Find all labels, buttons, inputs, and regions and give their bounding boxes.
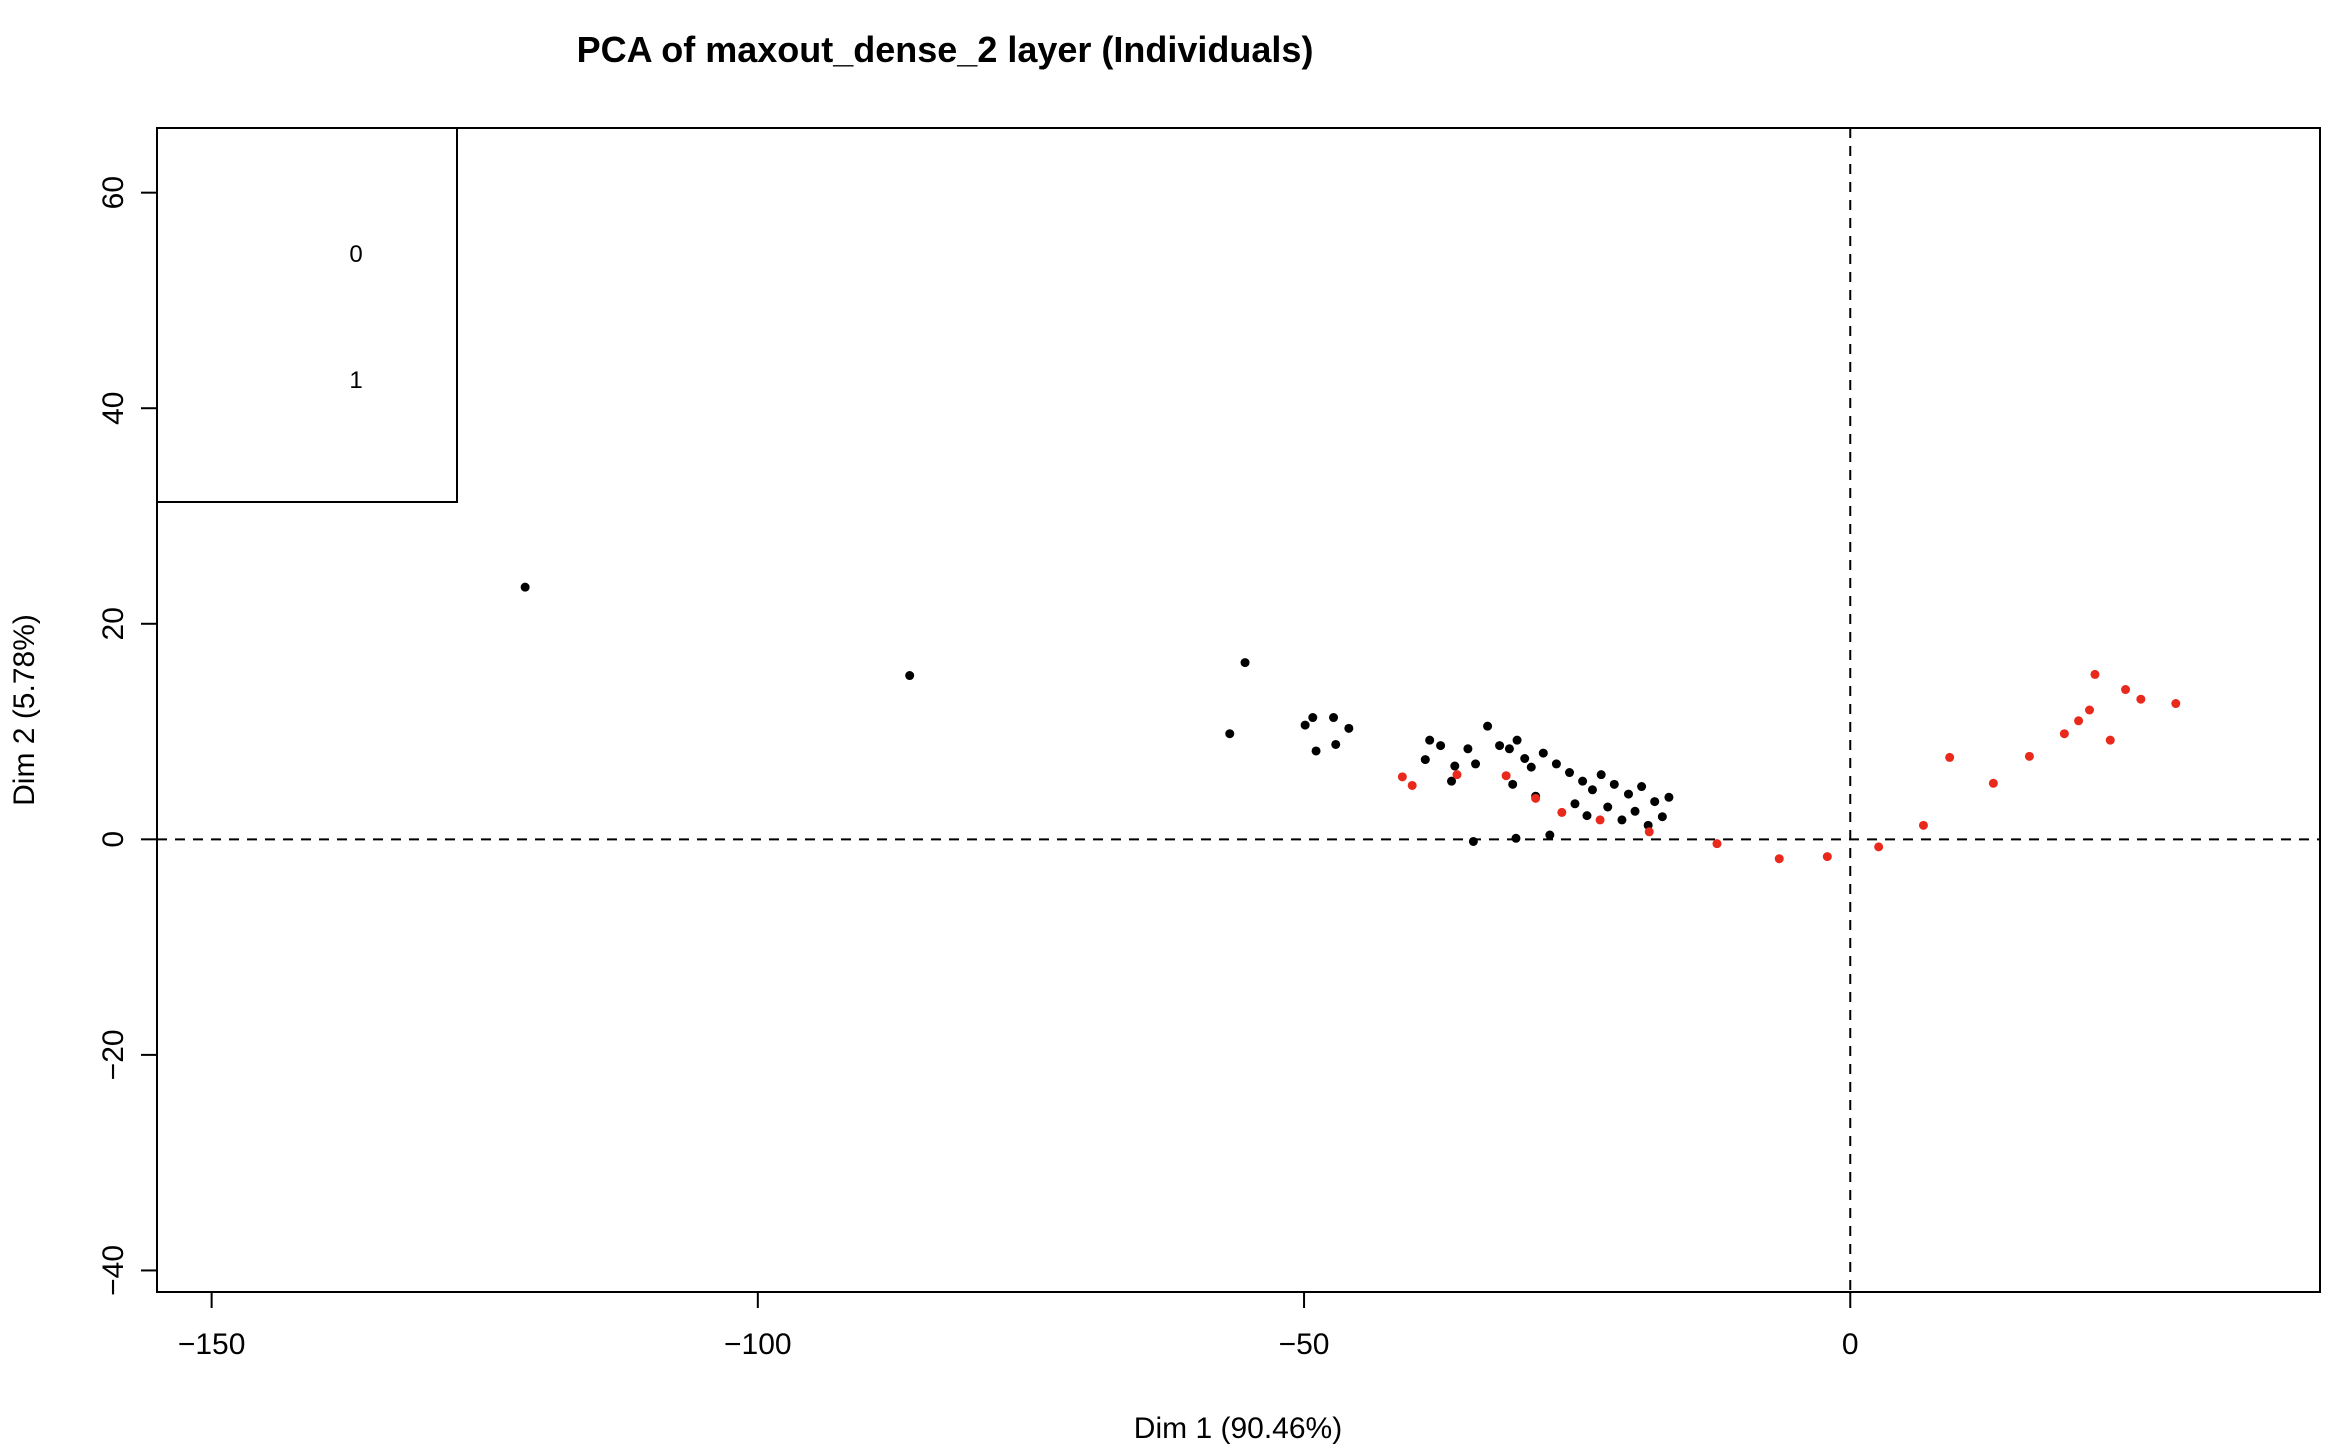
data-point bbox=[2121, 685, 2131, 695]
legend-label-0: 0 bbox=[349, 241, 362, 268]
data-point bbox=[1397, 772, 1407, 782]
axis-ticks: −150 −100 −50 0 −40 −20 0 20 40 60 bbox=[97, 176, 1859, 1361]
y-tick-label: 40 bbox=[97, 392, 130, 425]
data-point bbox=[1331, 739, 1341, 749]
x-tick-label: −50 bbox=[1279, 1328, 1330, 1361]
data-point bbox=[1447, 776, 1457, 786]
data-point bbox=[1512, 735, 1522, 745]
data-point bbox=[1538, 748, 1548, 758]
data-point bbox=[2090, 669, 2100, 679]
data-points bbox=[520, 582, 2181, 864]
x-tick-label: 0 bbox=[1842, 1328, 1859, 1361]
data-point bbox=[1311, 746, 1321, 756]
x-tick-label: −100 bbox=[724, 1328, 792, 1361]
data-point bbox=[1407, 780, 1417, 790]
data-point bbox=[1918, 820, 1928, 830]
y-tick-label: −40 bbox=[97, 1245, 130, 1296]
data-point bbox=[1508, 779, 1518, 789]
data-point bbox=[1644, 827, 1654, 837]
data-point bbox=[2059, 729, 2069, 739]
data-point bbox=[1596, 770, 1606, 780]
data-point bbox=[1657, 812, 1667, 822]
data-point bbox=[2105, 735, 2115, 745]
data-point bbox=[1329, 713, 1339, 723]
data-point bbox=[1463, 744, 1473, 754]
data-point bbox=[2084, 705, 2094, 715]
chart-title: PCA of maxout_dense_2 layer (Individuals… bbox=[577, 29, 1314, 70]
data-point bbox=[1468, 836, 1478, 846]
data-point bbox=[1565, 768, 1575, 778]
data-point bbox=[1617, 815, 1627, 825]
data-point bbox=[1557, 807, 1567, 817]
data-point bbox=[905, 671, 915, 681]
data-point bbox=[1495, 741, 1505, 751]
data-point bbox=[2136, 694, 2146, 704]
data-point bbox=[1664, 792, 1674, 802]
data-point bbox=[1240, 658, 1250, 668]
data-point bbox=[1436, 741, 1446, 751]
data-point bbox=[1945, 752, 1955, 762]
data-point bbox=[1822, 852, 1832, 862]
y-axis-label: Dim 2 (5.78%) bbox=[8, 614, 41, 806]
data-point bbox=[1425, 735, 1435, 745]
legend: 0 1 bbox=[156, 127, 458, 503]
data-point bbox=[2074, 716, 2084, 726]
data-point bbox=[1578, 776, 1588, 786]
data-point bbox=[1520, 754, 1530, 763]
data-point bbox=[1545, 830, 1555, 840]
data-point bbox=[1511, 833, 1521, 843]
data-point bbox=[1774, 854, 1784, 864]
data-point bbox=[1609, 779, 1619, 789]
data-point bbox=[1551, 759, 1561, 769]
data-point bbox=[1526, 762, 1536, 772]
data-point bbox=[1570, 799, 1580, 809]
data-point bbox=[1308, 713, 1318, 723]
data-point bbox=[2171, 699, 2181, 709]
plot-frame bbox=[156, 127, 2321, 1293]
data-point bbox=[1450, 761, 1460, 771]
y-tick-label: 20 bbox=[97, 607, 130, 640]
reference-lines bbox=[157, 128, 2320, 1292]
data-point bbox=[1874, 842, 1884, 852]
data-point bbox=[1582, 811, 1592, 821]
data-point bbox=[1623, 789, 1633, 799]
data-point bbox=[2024, 751, 2034, 761]
data-point bbox=[1603, 802, 1613, 812]
y-tick-label: 60 bbox=[97, 176, 130, 209]
data-point bbox=[1344, 723, 1354, 733]
series-0 bbox=[520, 582, 1674, 846]
data-point bbox=[1452, 770, 1462, 780]
y-tick-label: 0 bbox=[97, 831, 130, 848]
x-tick-label: −150 bbox=[178, 1328, 246, 1361]
data-point bbox=[1587, 785, 1597, 795]
legend-label-1: 1 bbox=[349, 367, 362, 394]
y-tick-label: −20 bbox=[97, 1029, 130, 1080]
series-1 bbox=[1397, 669, 2181, 864]
data-point bbox=[1420, 755, 1430, 765]
x-axis-label: Dim 1 (90.46%) bbox=[1134, 1412, 1342, 1445]
data-point bbox=[1471, 759, 1481, 769]
data-point bbox=[1300, 720, 1310, 730]
data-point bbox=[1504, 744, 1514, 754]
data-point bbox=[1712, 839, 1722, 849]
data-point bbox=[520, 582, 530, 592]
data-point bbox=[1225, 729, 1235, 739]
data-point bbox=[1531, 793, 1541, 803]
data-point bbox=[1595, 815, 1605, 825]
data-point bbox=[1483, 721, 1493, 731]
data-point bbox=[1637, 782, 1647, 792]
data-point bbox=[1650, 797, 1660, 807]
data-point bbox=[1501, 771, 1511, 781]
data-point bbox=[1630, 806, 1640, 816]
legend-box bbox=[156, 127, 458, 503]
data-point bbox=[1988, 778, 1998, 788]
